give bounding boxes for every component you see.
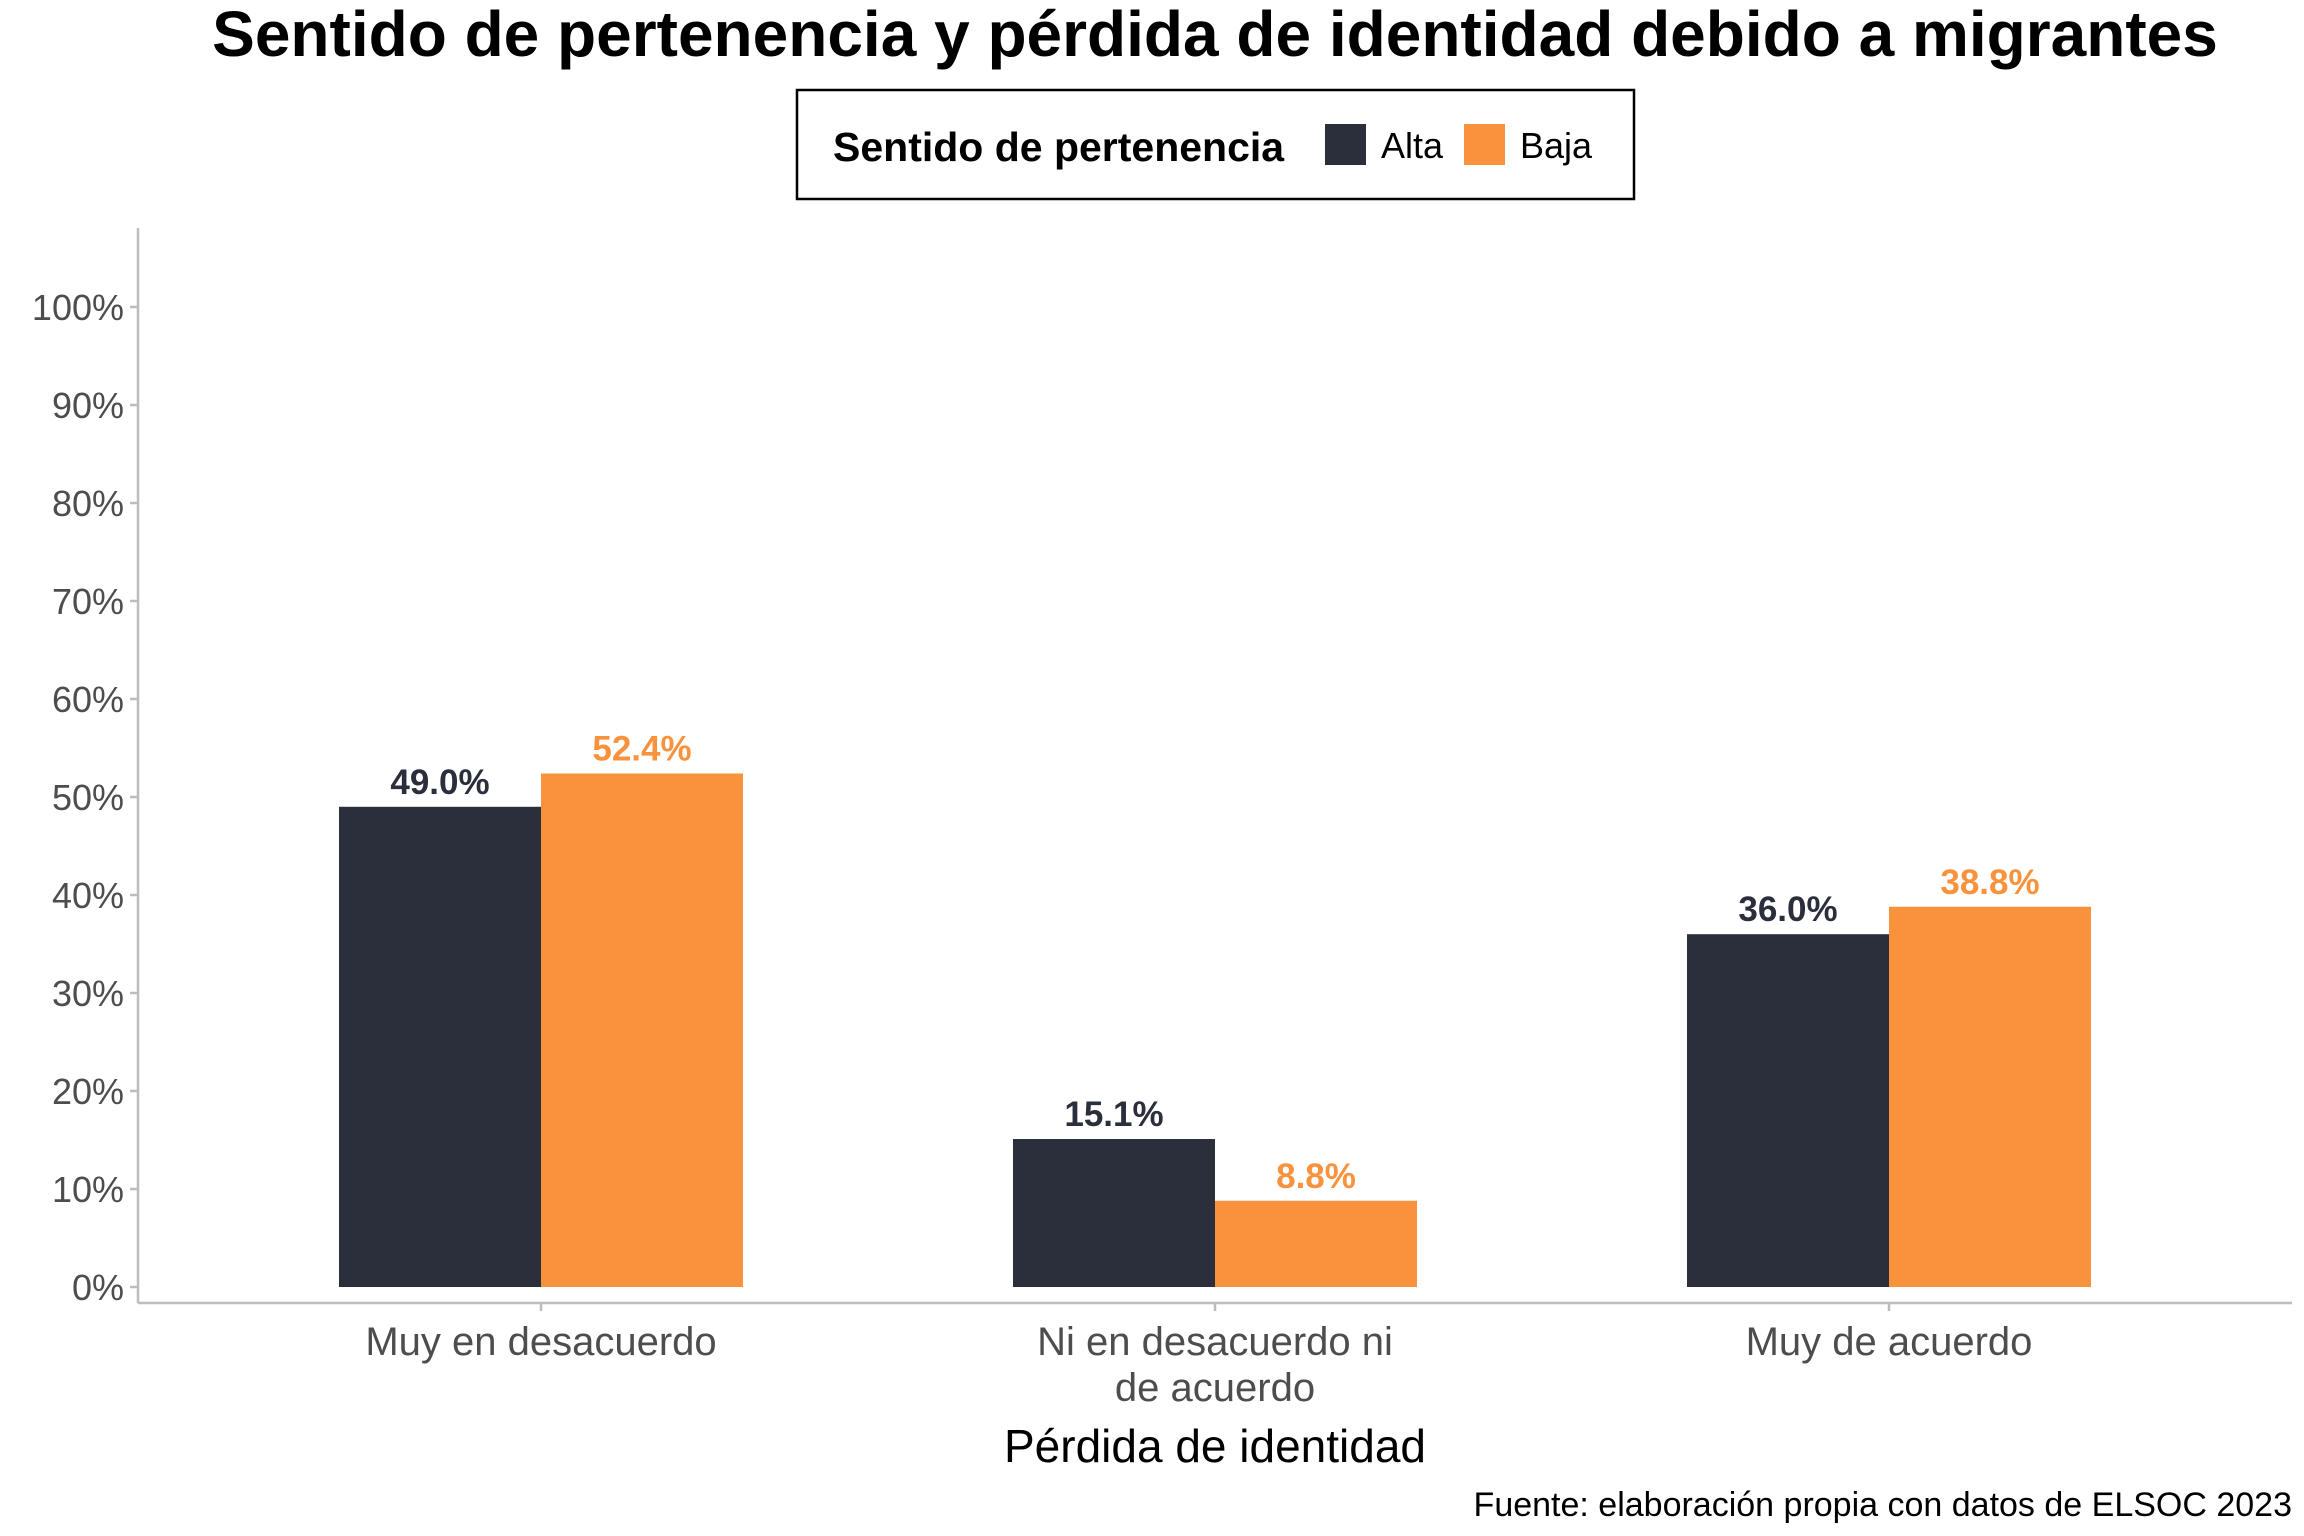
data-labels: 49.0% 15.1% 36.0% 52.4% 8.8% 38.8% bbox=[390, 729, 2039, 1195]
legend: Sentido de pertenencia Alta Baja bbox=[795, 88, 1636, 201]
y-tick-label: 100% bbox=[32, 287, 124, 328]
bar-alta-2 bbox=[1013, 1139, 1215, 1287]
legend-title: Sentido de pertenencia bbox=[833, 124, 1285, 170]
y-tick-label: 30% bbox=[52, 973, 124, 1014]
bars bbox=[339, 773, 2091, 1287]
y-tick-label: 60% bbox=[52, 679, 124, 720]
legend-label-baja: Baja bbox=[1520, 125, 1593, 166]
bar-baja-2 bbox=[1215, 1200, 1417, 1287]
y-axis: 0% 10% 20% 30% 40% 50% 60% 70% 80% 90% 100% bbox=[32, 228, 140, 1308]
y-tick-label: 20% bbox=[52, 1071, 124, 1112]
x-tick-label: Ni en desacuerdo ni de acuerdo bbox=[1037, 1320, 1393, 1410]
x-tick-label-line: Muy de acuerdo bbox=[1746, 1320, 2033, 1364]
bar-baja-1 bbox=[541, 773, 743, 1287]
x-tick-label: Muy de acuerdo bbox=[1746, 1320, 2033, 1364]
data-label-alta-2: 15.1% bbox=[1064, 1095, 1163, 1134]
bar-baja-3 bbox=[1889, 906, 2091, 1287]
y-tick-label: 70% bbox=[52, 581, 124, 622]
bar-alta-1 bbox=[339, 806, 541, 1287]
chart-title: Sentido de pertenencia y pérdida de iden… bbox=[212, 0, 2218, 70]
bar-alta-3 bbox=[1687, 934, 1889, 1287]
y-tick-label: 80% bbox=[52, 483, 124, 524]
x-axis-title: Pérdida de identidad bbox=[1004, 1420, 1426, 1472]
y-tick-label: 40% bbox=[52, 875, 124, 916]
x-tick-label-line: de acuerdo bbox=[1115, 1366, 1315, 1410]
legend-label-alta: Alta bbox=[1381, 125, 1444, 166]
y-tick-label: 50% bbox=[52, 777, 124, 818]
data-label-alta-1: 49.0% bbox=[390, 763, 489, 802]
data-label-baja-1: 52.4% bbox=[592, 729, 691, 768]
legend-swatch-baja bbox=[1464, 124, 1505, 165]
data-label-baja-3: 38.8% bbox=[1940, 863, 2039, 902]
x-axis: Muy en desacuerdo Ni en desacuerdo ni de a… bbox=[138, 1301, 2292, 1410]
y-tick-label: 10% bbox=[52, 1169, 124, 1210]
data-label-baja-2: 8.8% bbox=[1276, 1157, 1356, 1196]
data-label-alta-3: 36.0% bbox=[1738, 890, 1837, 929]
x-tick-label: Muy en desacuerdo bbox=[365, 1320, 716, 1364]
y-tick-label: 90% bbox=[52, 385, 124, 426]
caption: Fuente: elaboración propia con datos de … bbox=[1474, 1486, 2292, 1524]
x-tick-label-line: Muy en desacuerdo bbox=[365, 1320, 716, 1364]
y-tick-label: 0% bbox=[72, 1267, 124, 1308]
legend-swatch-alta bbox=[1325, 124, 1366, 165]
x-tick-label-line: Ni en desacuerdo ni bbox=[1037, 1320, 1393, 1364]
